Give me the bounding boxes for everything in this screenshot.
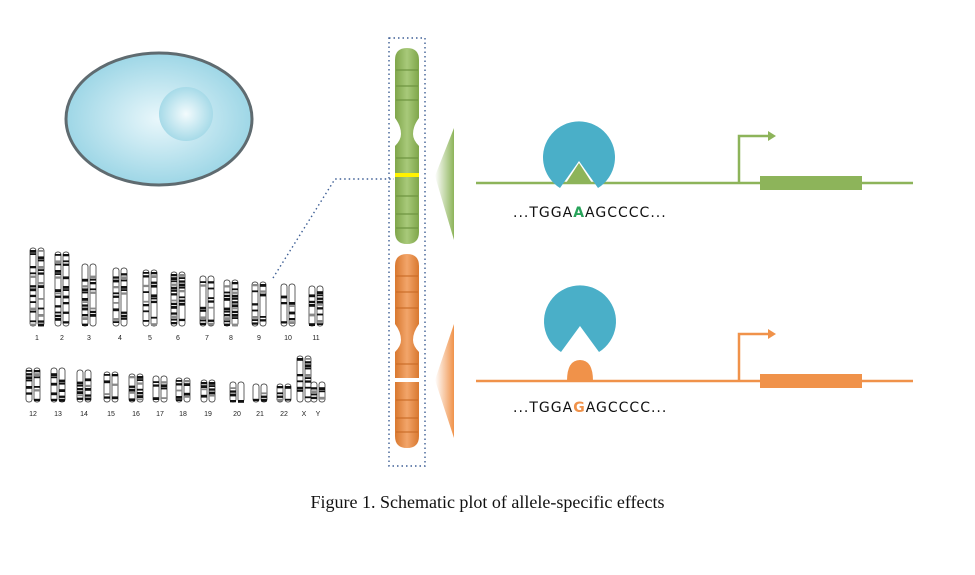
chromosome-pair-box — [388, 37, 426, 467]
chromosome-6 — [170, 271, 186, 327]
chromosome-label-15: 15 — [107, 411, 115, 418]
chromosome-Y — [310, 381, 326, 403]
chromosome-label-Y: Y — [316, 411, 321, 418]
green-variant-base: A — [573, 205, 585, 221]
orange-sequence: ...TGGAGAGCCCC... — [513, 400, 667, 416]
chromosome-label-5: 5 — [148, 335, 152, 342]
chromosome-15 — [103, 371, 119, 403]
green-arrowhead — [768, 131, 776, 141]
chromosome-7 — [199, 275, 215, 327]
chromosome-label-2: 2 — [60, 335, 64, 342]
chromosome-label-9: 9 — [257, 335, 261, 342]
orange-arrowhead — [768, 329, 776, 339]
chromosome-13 — [50, 367, 66, 403]
chromosome-4 — [112, 267, 128, 327]
orange-variant-locus — [395, 378, 419, 382]
chromosome-2 — [54, 251, 70, 327]
chromosome-21 — [252, 383, 268, 403]
chromosome-20 — [229, 381, 245, 403]
green-zoom-wedge — [435, 128, 454, 240]
zoom-connector — [272, 178, 394, 279]
orange-gene-body — [760, 374, 862, 388]
orange-allele-track: ...TGGAGAGCCCC... — [476, 285, 913, 416]
chromosome-17 — [152, 375, 168, 403]
chromosome-8 — [223, 279, 239, 327]
chromosome-label-6: 6 — [176, 335, 180, 342]
green-transcription-arrow — [737, 134, 768, 183]
figure-caption: Figure 1. Schematic plot of allele-speci… — [310, 492, 665, 512]
chromosome-label-20: 20 — [233, 411, 241, 418]
chromosome-label-4: 4 — [118, 335, 122, 342]
green-allele-track: ...TGGAAAGCCCC... — [476, 121, 913, 221]
chromosome-10 — [280, 283, 296, 327]
chromosome-label-1: 1 — [35, 335, 39, 342]
chromosome-label-14: 14 — [80, 411, 88, 418]
chromosome-14 — [76, 369, 92, 403]
nucleus — [159, 87, 213, 141]
cell-membrane — [64, 51, 254, 187]
chromosome-label-10: 10 — [284, 335, 292, 342]
chromosome-label-13: 13 — [54, 411, 62, 418]
chromosome-label-11: 11 — [312, 335, 319, 342]
chromosome-1 — [29, 247, 45, 327]
chromosome-label-22: 22 — [280, 411, 288, 418]
orange-zoom-wedge — [435, 324, 454, 438]
chromosome-12 — [25, 367, 41, 403]
chromosome-19 — [200, 379, 216, 403]
orange-chromosome — [395, 254, 419, 448]
chromosome-label-18: 18 — [179, 411, 187, 418]
cell — [64, 51, 254, 187]
chromosome-label-16: 16 — [132, 411, 140, 418]
chromosome-label-19: 19 — [204, 411, 212, 418]
orange-variant-base: G — [573, 400, 586, 416]
green-chromosome — [395, 48, 419, 244]
chromosome-16 — [128, 373, 144, 403]
chromosome-label-12: 12 — [29, 411, 37, 418]
green-variant-locus — [395, 173, 419, 177]
chromosome-3 — [81, 263, 97, 327]
orange-binding-site — [567, 360, 593, 381]
chromosome-label-3: 3 — [87, 335, 91, 342]
orange-transcription-factor — [544, 285, 617, 352]
chromosome-label-21: 21 — [256, 411, 264, 418]
green-sequence: ...TGGAAAGCCCC... — [513, 205, 667, 221]
chromosome-label-7: 7 — [205, 335, 209, 342]
green-gene-body — [760, 176, 862, 190]
chromosome-label-8: 8 — [229, 335, 233, 342]
orange-transcription-arrow — [737, 332, 768, 381]
chromosome-9 — [251, 281, 267, 327]
chromosome-5 — [142, 269, 158, 327]
green-transcription-factor — [542, 121, 615, 188]
chromosome-label-17: 17 — [156, 411, 164, 418]
chromosome-11 — [308, 285, 324, 327]
chromosome-22 — [276, 383, 292, 403]
chromosome-X — [296, 355, 312, 403]
green-binding-site — [566, 163, 592, 183]
chromosome-label-X: X — [302, 411, 307, 418]
chromosome-18 — [175, 377, 191, 403]
